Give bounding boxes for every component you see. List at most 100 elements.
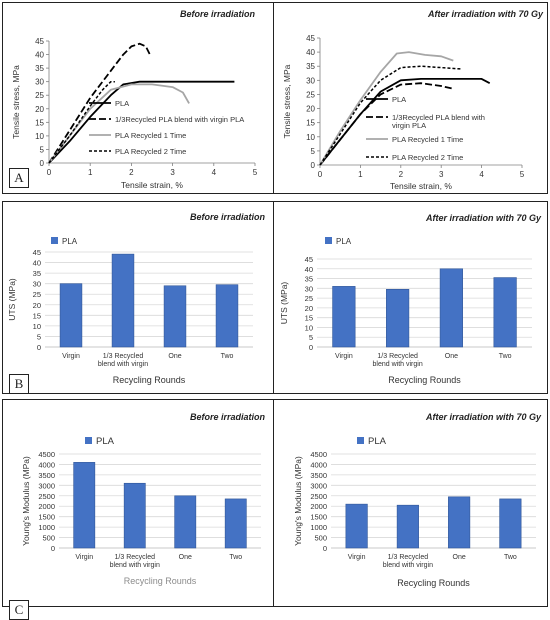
y-tick-label: 40 — [305, 265, 313, 274]
legend-label-pla: PLA — [336, 237, 352, 246]
y-tick-label: 25 — [33, 290, 41, 299]
y-axis-label: Tensile stress, MPa — [282, 64, 292, 138]
legend-label-pla: PLA — [62, 237, 78, 246]
category-label-one: One — [445, 353, 458, 360]
y-tick-label: 40 — [33, 259, 41, 268]
y-tick-label: 2000 — [38, 502, 55, 511]
y-tick-label: 1000 — [310, 523, 327, 532]
y-tick-label: 20 — [33, 301, 41, 310]
legend-label-1-3recycled-pla-blend-with-virgin-pla: 1/3Recycled PLA blend with virgin PLA — [115, 115, 244, 124]
bar-two — [499, 498, 522, 549]
y-tick-label: 15 — [33, 311, 41, 320]
y-tick-label: 45 — [306, 34, 315, 43]
y-tick-label: 45 — [305, 255, 313, 264]
panel-c-right: After irradiation with 70 Gy 0 500 1000 1500… — [273, 399, 548, 607]
x-tick-label: 4 — [479, 170, 484, 179]
x-tick-label: 1 — [358, 170, 363, 179]
legend-label-pla-recycled-1-time: PLA Recycled 1 Time — [392, 135, 463, 144]
legend-swatch-pla — [357, 437, 364, 444]
category-label-virgin: Virgin — [348, 554, 366, 561]
x-axis-label: Recycling Rounds — [113, 375, 186, 385]
y-tick-label: 5 — [40, 145, 45, 154]
bar-virgin — [73, 462, 96, 549]
bar-virgin — [332, 286, 356, 348]
x-tick-label: 2 — [399, 170, 404, 179]
legend-swatch-pla — [85, 437, 92, 444]
bar-one — [163, 285, 187, 348]
y-axis-label: Young's Modulus (MPa) — [293, 456, 303, 546]
y-tick-label: 5 — [309, 333, 313, 342]
panel-a-right: After irradiation with 70 Gy 0 5 10 15 20 25 30… — [273, 2, 548, 194]
panel-b-right: After irradiation with 70 Gy 0 5 10 15 20 25 30… — [273, 201, 548, 394]
y-tick-label: 0 — [311, 161, 316, 170]
y-tick-label: 35 — [33, 269, 41, 278]
y-tick-label: 30 — [306, 76, 315, 85]
bar-1-3-recycled-blend-with-virgin — [123, 482, 146, 549]
y-tick-label: 4000 — [310, 460, 327, 469]
y-tick-label: 15 — [305, 314, 313, 323]
category-label-1-3-recycled-blend-with-virgin-line2: blend with virgin — [110, 562, 160, 569]
y-tick-label: 40 — [306, 48, 315, 57]
y-tick-label: 0 — [323, 544, 327, 553]
category-label-1-3-recycled-blend-with-virgin: 1/3 Recycled — [377, 353, 418, 360]
bar-1-3-recycled-blend-with-virgin — [386, 289, 410, 348]
y-tick-label: 4000 — [38, 460, 55, 469]
x-tick-label: 1 — [88, 168, 93, 177]
y-tick-label: 0 — [309, 343, 313, 352]
category-label-one: One — [453, 554, 466, 561]
category-label-1-3-recycled-blend-with-virgin-line2: blend with virgin — [373, 361, 423, 368]
category-label-1-3-recycled-blend-with-virgin: 1/3 Recycled — [103, 353, 144, 360]
y-tick-label: 3500 — [310, 471, 327, 480]
y-axis-label: Tensile stress, MPa — [11, 65, 21, 139]
y-axis-label: UTS (MPa) — [279, 282, 289, 325]
y-tick-label: 0 — [51, 544, 55, 553]
legend-label-pla: PLA — [392, 95, 406, 104]
y-tick-label: 3000 — [310, 481, 327, 490]
y-tick-label: 35 — [306, 62, 315, 71]
series-line-pla — [319, 78, 491, 166]
category-label-two: Two — [499, 353, 512, 360]
chart-title: After irradiation with 70 Gy — [425, 412, 542, 422]
legend-label-pla: PLA — [368, 436, 387, 447]
category-label-virgin: Virgin — [335, 353, 353, 360]
y-axis-label: UTS (MPa) — [7, 278, 17, 321]
y-tick-label: 0 — [40, 159, 45, 168]
category-label-virgin: Virgin — [75, 554, 93, 561]
category-label-one: One — [168, 353, 181, 360]
y-tick-label: 20 — [305, 304, 313, 313]
category-label-two: Two — [221, 353, 234, 360]
y-tick-label: 25 — [306, 90, 315, 99]
bar-1-3-recycled-blend-with-virgin — [396, 504, 419, 549]
y-tick-label: 35 — [35, 64, 44, 73]
y-tick-label: 4500 — [38, 450, 55, 459]
category-label-two: Two — [229, 554, 242, 561]
y-tick-label: 5 — [311, 147, 316, 156]
y-tick-label: 25 — [305, 294, 313, 303]
y-tick-label: 2000 — [310, 502, 327, 511]
x-tick-label: 5 — [520, 170, 525, 179]
x-tick-label: 3 — [439, 170, 444, 179]
y-tick-label: 4500 — [310, 450, 327, 459]
category-label-two: Two — [504, 554, 517, 561]
category-label-1-3-recycled-blend-with-virgin-line2: blend with virgin — [383, 562, 433, 569]
y-tick-label: 45 — [33, 248, 41, 257]
panel-label-a: A — [9, 168, 29, 188]
legend-label-1-3recycled-pla-blend-with-virgin-pla: 1/3Recycled PLA blend with — [392, 113, 485, 122]
y-tick-label: 10 — [35, 132, 44, 141]
y-tick-label: 10 — [306, 133, 315, 142]
chart-title: Before irradiation — [190, 212, 266, 222]
category-label-1-3-recycled-blend-with-virgin: 1/3 Recycled — [388, 554, 429, 561]
bar-two — [224, 498, 247, 549]
x-axis-label: Tensile strain, % — [390, 181, 452, 191]
y-tick-label: 1500 — [38, 513, 55, 522]
y-axis-label: Young's Modulus (MPa) — [21, 456, 31, 546]
y-tick-label: 20 — [306, 105, 315, 114]
series-line-1-3recycled-pla-blend-with-virgin-pla — [319, 82, 454, 166]
bar-two — [215, 284, 239, 348]
x-tick-label: 0 — [318, 170, 323, 179]
chart-title: After irradiation with 70 Gy — [425, 213, 542, 223]
chart-title: Before irradiation — [190, 412, 266, 422]
x-axis-label: Tensile strain, % — [121, 180, 183, 190]
